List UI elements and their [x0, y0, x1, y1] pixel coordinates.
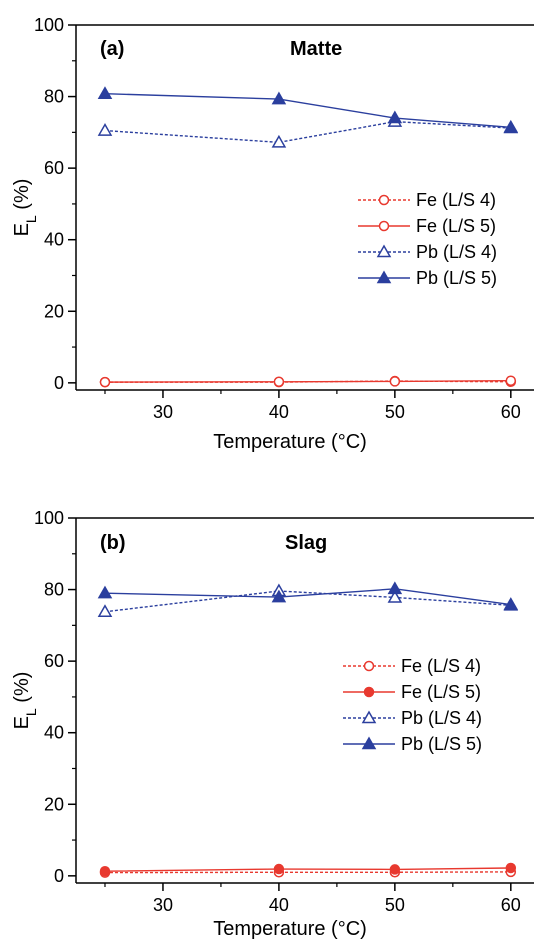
series-line: [104, 588, 511, 606]
data-point: [387, 110, 403, 124]
y-tick-label: 40: [44, 723, 64, 743]
data-point: [505, 862, 517, 874]
legend: Fe (L/S 4) Fe (L/S 5) Pb (L/S 4) Pb (L/S 5): [343, 656, 482, 754]
legend-label: Fe (L/S 4): [416, 190, 496, 210]
series-line: [104, 379, 511, 383]
y-tick-label: 0: [54, 866, 64, 886]
legend-label: Pb (L/S 4): [401, 708, 482, 728]
legend-marker: [361, 736, 377, 750]
data-point: [271, 589, 287, 603]
y-axis-title-main: E: [11, 223, 33, 236]
data-point: [503, 597, 519, 610]
legend-label: Pb (L/S 5): [401, 734, 482, 754]
x-tick-label: 30: [153, 895, 173, 915]
y-axis-title-subscript: L: [23, 215, 39, 223]
y-tick-label: 40: [44, 230, 64, 250]
y-axis-title-unit: (%): [11, 672, 33, 709]
data-point: [97, 86, 113, 99]
series-2: [97, 583, 519, 618]
series-line: [104, 93, 511, 129]
panel-title: Matte: [290, 38, 342, 60]
x-tick-label: 50: [385, 402, 405, 422]
chart-panel-b: 0 20 40 60 80 100 30 40 50 60 Temperature (°C) EL (…: [11, 508, 534, 940]
data-point: [273, 863, 285, 875]
y-axis-title: EL (%): [11, 179, 39, 237]
data-point: [389, 376, 401, 387]
panel-label: (a): [100, 38, 124, 60]
series-1: [99, 375, 517, 388]
series-3: [97, 86, 519, 133]
legend: Fe (L/S 4) Fe (L/S 5) Pb (L/S 4) Pb (L/S 5): [358, 190, 497, 288]
x-tick-label: 40: [269, 402, 289, 422]
x-tick-label: 30: [153, 402, 173, 422]
series-1: [99, 862, 517, 877]
legend-marker: [376, 244, 392, 258]
data-point: [503, 119, 519, 133]
series-line: [104, 590, 511, 613]
legend-marker: [376, 270, 392, 284]
x-tick-label: 60: [501, 402, 521, 422]
series-line: [104, 871, 511, 874]
y-axis-title-unit: (%): [11, 179, 33, 216]
series-line: [104, 120, 511, 144]
x-tick-label: 50: [385, 895, 405, 915]
data-point: [273, 376, 285, 388]
y-tick-label: 60: [44, 651, 64, 671]
x-tick-label: 60: [501, 895, 521, 915]
legend-marker: [378, 194, 390, 206]
legend-marker: [378, 220, 390, 232]
y-tick-label: 60: [44, 158, 64, 178]
data-point: [97, 123, 113, 136]
chart-panel-a: 0 20 40 60 80 100 30 40 50 60 Temperature (°C) EL (…: [11, 15, 534, 453]
y-tick-label: 80: [44, 580, 64, 600]
data-point: [99, 376, 111, 388]
series-line: [104, 867, 511, 872]
data-point: [505, 375, 517, 386]
legend-label: Pb (L/S 5): [416, 268, 497, 288]
data-point: [271, 91, 287, 105]
legend-label: Fe (L/S 5): [416, 216, 496, 236]
y-tick-label: 100: [34, 15, 64, 35]
legend-marker: [361, 710, 377, 724]
data-point: [99, 865, 111, 877]
data-point: [387, 581, 403, 595]
y-axis-title: EL (%): [11, 672, 39, 730]
data-point: [271, 134, 287, 148]
data-point: [389, 864, 401, 875]
series-3: [97, 581, 519, 610]
panel-title: Slag: [285, 532, 327, 554]
y-tick-label: 0: [54, 373, 64, 393]
data-point: [97, 585, 113, 599]
legend-label: Fe (L/S 5): [401, 682, 481, 702]
legend-label: Pb (L/S 4): [416, 242, 497, 262]
data-point: [97, 604, 113, 618]
x-axis-title: Temperature (°C): [213, 918, 367, 940]
y-tick-label: 100: [34, 508, 64, 528]
data-point: [387, 589, 403, 603]
series-2: [97, 114, 519, 148]
y-axis-title-main: E: [11, 716, 33, 729]
legend-label: Fe (L/S 4): [401, 656, 481, 676]
x-axis-title: Temperature (°C): [213, 431, 367, 453]
x-tick-label: 40: [269, 895, 289, 915]
y-axis-title-subscript: L: [23, 708, 39, 716]
y-tick-label: 80: [44, 87, 64, 107]
legend-marker: [363, 660, 375, 672]
panel-label: (b): [100, 532, 126, 554]
y-tick-label: 20: [44, 301, 64, 321]
legend-marker: [363, 686, 375, 698]
y-tick-label: 20: [44, 794, 64, 814]
